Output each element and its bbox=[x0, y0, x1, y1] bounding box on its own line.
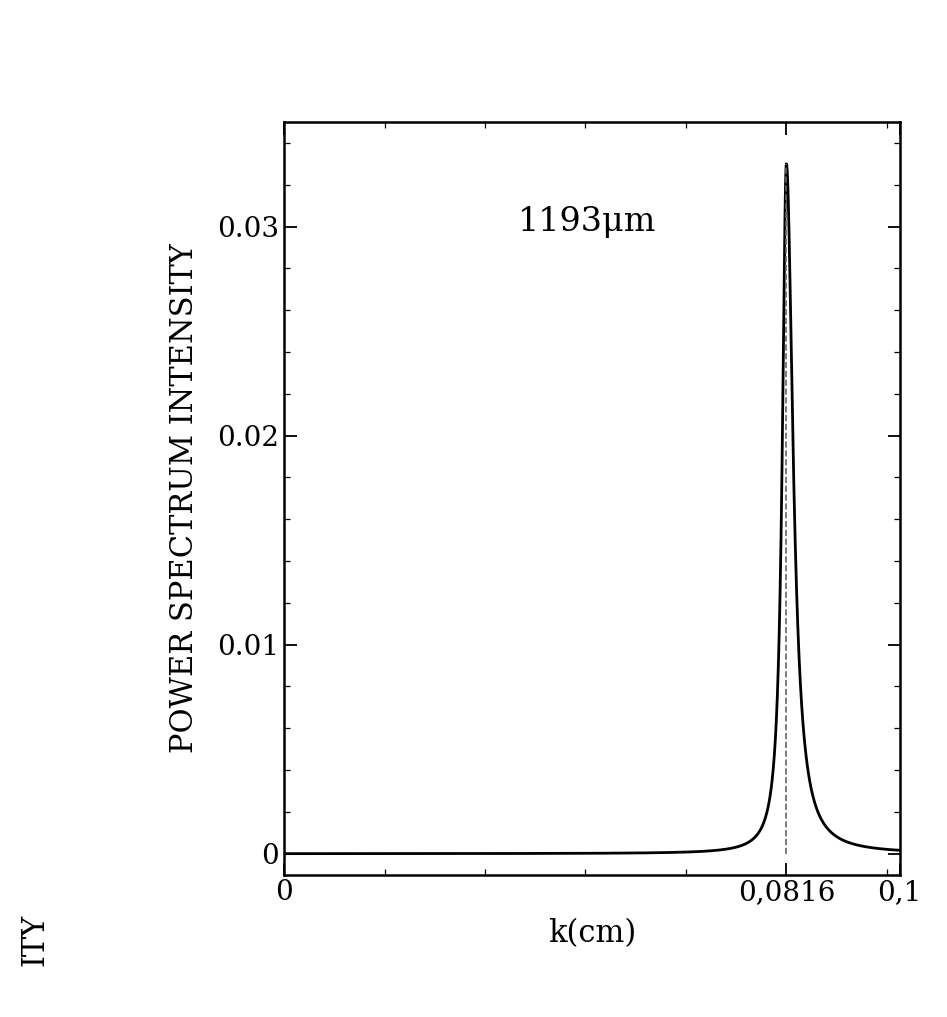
Text: ITY: ITY bbox=[19, 914, 50, 966]
Text: 1193μm: 1193μm bbox=[518, 205, 656, 238]
X-axis label: k(cm): k(cm) bbox=[547, 917, 636, 949]
Y-axis label: POWER SPECTRUM INTENSITY: POWER SPECTRUM INTENSITY bbox=[170, 243, 201, 754]
